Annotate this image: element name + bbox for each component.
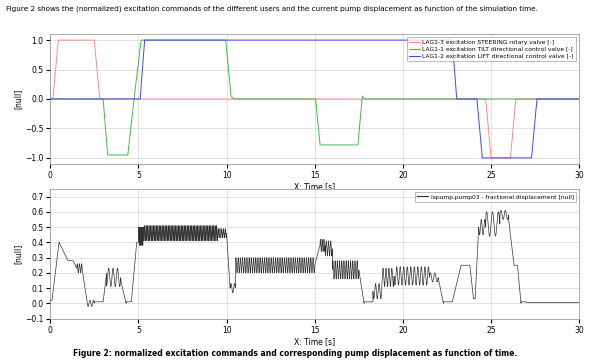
Legend: LAG1-3 excitation STEERING rotary valve [-], LAG1-1 excitation TILT directional : LAG1-3 excitation STEERING rotary valve … bbox=[407, 37, 576, 61]
Y-axis label: [null]: [null] bbox=[13, 244, 22, 264]
Legend: lspump.pump03 - fractional displacement [null]: lspump.pump03 - fractional displacement … bbox=[415, 192, 576, 202]
X-axis label: X: Time [s]: X: Time [s] bbox=[294, 183, 335, 192]
Text: Figure 2: normalized excitation commands and corresponding pump displacement as : Figure 2: normalized excitation commands… bbox=[73, 349, 518, 358]
Y-axis label: [null]: [null] bbox=[13, 89, 22, 109]
Text: Figure 2 shows the (normalized) excitation commands of the different users and t: Figure 2 shows the (normalized) excitati… bbox=[6, 5, 538, 12]
X-axis label: X: Time [s]: X: Time [s] bbox=[294, 337, 335, 346]
